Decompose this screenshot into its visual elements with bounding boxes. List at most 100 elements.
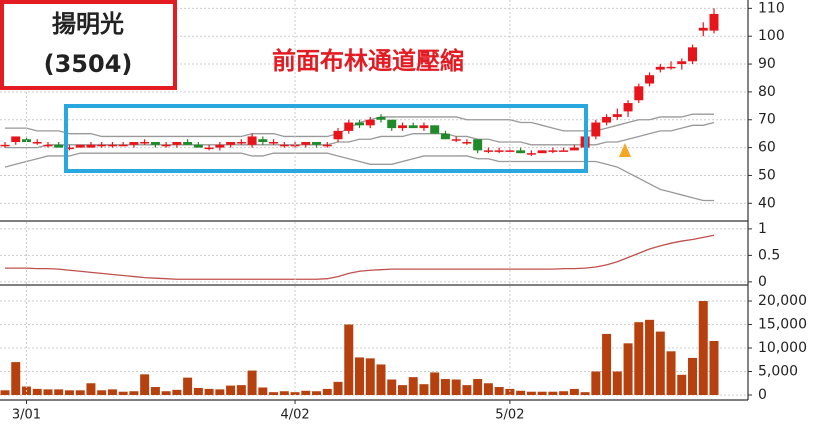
candle-body [258,139,268,143]
x-tick-label: 3/01 [12,408,41,423]
indicator-line [5,234,715,280]
candle-body [215,144,225,148]
stock-code: (3504) [44,50,133,78]
volume-bar [312,391,322,395]
candle-body [54,144,64,148]
volume-bar [269,392,279,395]
volume-bar [634,322,644,395]
volume-bar [258,387,268,395]
candle-body [709,13,719,31]
candle-body [75,144,85,148]
candle-body [698,27,708,31]
volume-bar [419,384,429,395]
volume-bar [107,389,117,395]
candle-body [247,136,257,145]
y-tick-label: 20,000 [758,293,807,309]
volume-bar [376,364,386,395]
volume-bar [451,379,461,395]
annotation: 前面布林通道壓縮 [272,47,464,75]
volume-bar [698,301,708,395]
volume-bar [602,333,612,395]
candle-body [0,144,10,147]
volume-bar [97,390,107,395]
volume-bar [473,379,483,395]
candle-body [387,119,397,129]
candle-body [505,150,515,152]
volume-bar [215,389,225,395]
candle-body [107,144,117,147]
candle-body [623,103,633,112]
volume-bar [150,387,160,395]
candle-body [365,119,375,126]
candle-body [548,150,558,152]
volume-bar [483,383,493,395]
volume-bar [183,377,193,395]
stock-name: 揚明光 [52,10,124,38]
y-tick-label: 80 [758,84,776,100]
volume-bar [537,391,547,395]
candle-body [32,142,42,144]
candle-body [301,142,311,145]
candle-body [204,147,214,150]
volume-bar [580,392,590,395]
volume-bar [236,385,246,395]
candle-body [645,75,655,84]
y-tick-label: 1 [758,221,767,237]
volume-bar [365,358,375,395]
candle-body [666,66,676,69]
y-tick-label: 15,000 [758,317,807,333]
volume-bar [226,385,236,395]
volume-bar [688,357,698,395]
candle-body [677,61,687,65]
candle-body [236,142,246,144]
volume-bar [430,372,440,395]
volume-bar [666,351,676,395]
volume-bar [64,390,74,395]
y-tick-label: 0 [758,387,767,403]
volume-bar [333,381,343,395]
candle-body [279,144,289,147]
y-tick-label: 5,000 [758,364,798,380]
candle-body [269,142,279,144]
y-tick-label: 100 [758,28,785,44]
volume-bar [322,388,332,395]
candle-body [172,142,182,145]
volume-bar [645,319,655,395]
signal-marker [619,143,631,157]
candle-body [312,142,322,145]
y-tick-label: 0.5 [758,247,780,263]
candle-body [86,144,96,148]
volume-bar [612,371,622,395]
candle-body [473,139,483,151]
volume-bar [247,370,257,395]
candle-body [140,142,150,144]
candle-body [344,122,354,131]
volume-bar [140,374,150,395]
candle-body [118,144,128,147]
candle-body [559,150,569,152]
candle-body [226,142,236,145]
candle-body [150,142,160,145]
candle-body [591,122,601,137]
candle-body [569,147,579,151]
candle-body [11,136,21,143]
y-tick-label: 70 [758,112,776,128]
volume-bar [161,391,171,395]
candle-body [655,66,665,70]
volume-bar [516,390,526,395]
candle-body [397,125,407,129]
volume-bar [0,390,10,395]
volume-bar [462,385,472,395]
volume-bar [301,390,311,395]
volume-bar [193,387,203,395]
y-tick-label: 50 [758,167,776,183]
candle-body [526,153,536,155]
candle-body [355,122,364,126]
candle-body [537,150,547,154]
candle-body [451,139,461,141]
candle-body [440,133,450,140]
candle-body [612,114,622,117]
volume-bar [75,390,85,395]
volume-bar [344,324,354,395]
